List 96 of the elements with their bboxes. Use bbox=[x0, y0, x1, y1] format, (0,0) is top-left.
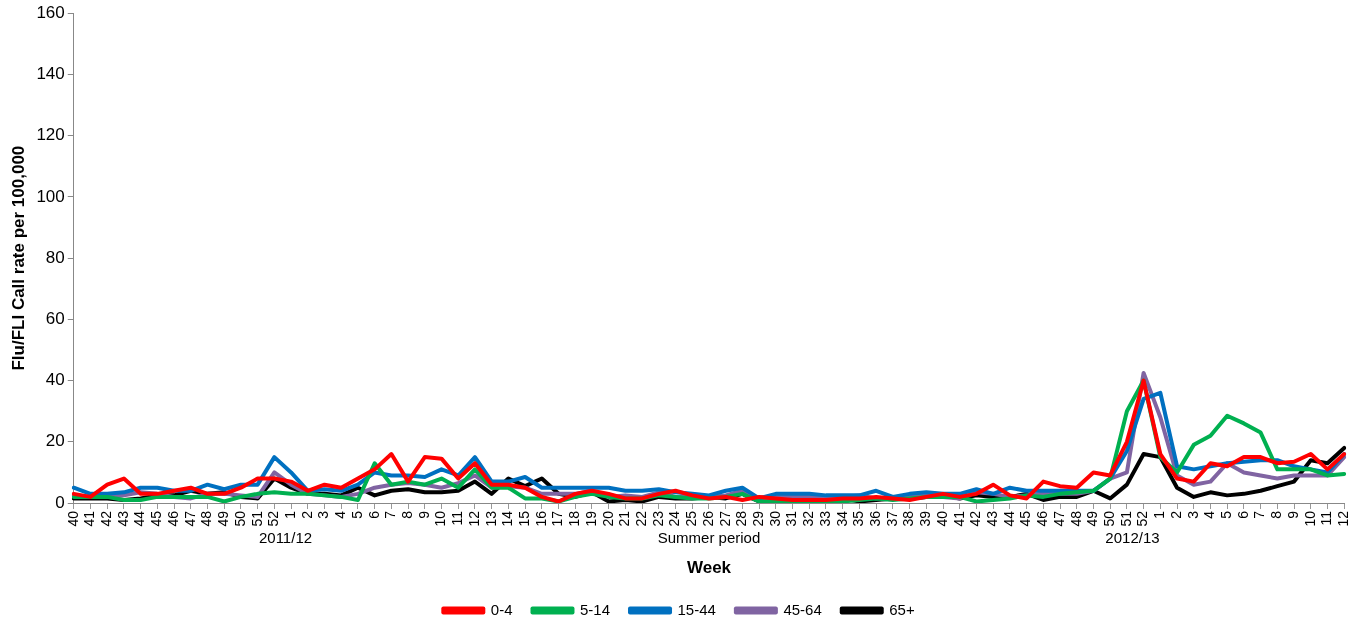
x-tick-label: 22 bbox=[632, 510, 649, 527]
x-tick-label: 48 bbox=[198, 510, 215, 527]
x-tick-label: 44 bbox=[1000, 510, 1017, 527]
y-tick-label: 140 bbox=[36, 64, 65, 84]
x-tick-label: 7 bbox=[1251, 510, 1268, 519]
x-tick-label: 36 bbox=[867, 510, 883, 527]
x-tick-label: 38 bbox=[900, 510, 917, 527]
x-tick-label: 9 bbox=[415, 510, 432, 519]
text: 2012/13 bbox=[1105, 529, 1160, 547]
x-tick-label: 2 bbox=[1167, 510, 1184, 519]
x-tick-label: 44 bbox=[131, 510, 148, 527]
y-tick-label: 20 bbox=[45, 431, 65, 451]
x-tick-label: 50 bbox=[1101, 510, 1118, 527]
x-tick-label: 29 bbox=[749, 510, 766, 527]
x-tick-label: 20 bbox=[599, 510, 616, 527]
x-tick-label: 10 bbox=[432, 510, 449, 527]
legend-label: 45-64 bbox=[783, 600, 822, 618]
x-tick-label: 50 bbox=[231, 510, 248, 527]
x-tick-label: 52 bbox=[1134, 510, 1151, 527]
x-tick-label: 15 bbox=[515, 510, 532, 527]
x-tick-label: 40 bbox=[64, 510, 81, 527]
x-tick-label: 52 bbox=[265, 510, 282, 527]
x-tick-label: 40 bbox=[933, 510, 950, 527]
x-tick-label: 12 bbox=[465, 510, 482, 527]
y-tick-label: 120 bbox=[36, 125, 65, 145]
x-tick-label: 11 bbox=[449, 510, 466, 526]
x-tick-label: 28 bbox=[733, 510, 750, 527]
x-tick-label: 3 bbox=[1184, 510, 1201, 519]
x-tick-label: 9 bbox=[1284, 510, 1301, 519]
x-tick-label: 48 bbox=[1067, 510, 1084, 527]
x-tick-label: 51 bbox=[1117, 510, 1134, 527]
x-tick-label: 4 bbox=[332, 510, 349, 519]
x-tick-label: 47 bbox=[181, 510, 198, 527]
x-tick-label: 45 bbox=[1017, 510, 1034, 527]
x-tick-label: 39 bbox=[917, 510, 934, 527]
x-tick-label: 26 bbox=[699, 510, 716, 527]
x-tick-label: 8 bbox=[1268, 510, 1285, 519]
x-tick-label: 45 bbox=[148, 510, 165, 527]
text: Summer period bbox=[657, 529, 761, 547]
x-tick-label: 33 bbox=[816, 510, 833, 527]
x-tick-label: 6 bbox=[1234, 510, 1251, 519]
x-tick-label: 30 bbox=[766, 510, 783, 527]
x-tick-label: 24 bbox=[666, 510, 683, 527]
x-tick-label: 17 bbox=[549, 510, 566, 527]
x-tick-label: 12 bbox=[1335, 510, 1352, 527]
y-tick-label: 80 bbox=[45, 247, 65, 267]
x-tick-label: 43 bbox=[114, 510, 131, 527]
legend-label: 0-4 bbox=[490, 600, 513, 618]
y-tick-label: 100 bbox=[36, 186, 65, 206]
y-tick-label: 40 bbox=[45, 370, 65, 390]
x-tick-label: 13 bbox=[482, 510, 499, 527]
x-tick-label: 8 bbox=[398, 510, 415, 519]
x-tick-label: 25 bbox=[683, 510, 700, 527]
x-tick-label: 41 bbox=[950, 510, 967, 527]
x-tick-label: 37 bbox=[883, 510, 900, 527]
x-tick-label: 46 bbox=[1034, 510, 1051, 527]
x-tick-label: 21 bbox=[616, 510, 633, 527]
x-tick-label: 46 bbox=[164, 510, 181, 527]
y-tick-label: 0 bbox=[55, 492, 65, 512]
x-tick-label: 10 bbox=[1301, 510, 1318, 527]
x-tick-label: 49 bbox=[1084, 510, 1101, 527]
legend-label: 5-14 bbox=[579, 600, 611, 618]
x-tick-label: 5 bbox=[1218, 510, 1235, 519]
text: 2011/12 bbox=[258, 529, 313, 547]
x-axis-title: Week bbox=[686, 558, 732, 578]
x-tick-label: 42 bbox=[967, 510, 984, 527]
x-tick-label: 1 bbox=[281, 510, 298, 519]
x-tick-label: 2 bbox=[298, 510, 315, 519]
x-tick-label: 47 bbox=[1050, 510, 1067, 527]
y-tick-label: 160 bbox=[36, 2, 65, 22]
y-tick-label: 60 bbox=[45, 309, 65, 329]
x-tick-label: 23 bbox=[649, 510, 666, 527]
x-tick-label: 31 bbox=[783, 510, 800, 527]
x-tick-label: 41 bbox=[81, 510, 98, 527]
x-tick-label: 5 bbox=[348, 510, 365, 519]
x-tick-label: 7 bbox=[382, 510, 399, 519]
x-tick-label: 11 bbox=[1318, 510, 1335, 526]
legend-label: 65+ bbox=[889, 600, 915, 618]
x-tick-label: 34 bbox=[833, 510, 850, 527]
x-tick-label: 49 bbox=[215, 510, 232, 527]
x-tick-label: 18 bbox=[566, 510, 583, 527]
x-tick-label: 6 bbox=[365, 510, 382, 519]
x-tick-label: 19 bbox=[582, 510, 599, 527]
x-tick-label: 42 bbox=[98, 510, 115, 527]
x-tick-label: 1 bbox=[1151, 510, 1168, 519]
x-tick-label: 43 bbox=[984, 510, 1001, 527]
x-tick-label: 35 bbox=[850, 510, 867, 527]
x-tick-label: 16 bbox=[532, 510, 549, 527]
x-tick-label: 3 bbox=[315, 510, 332, 519]
y-axis-title: Flu/FLI Call rate per 100,000 bbox=[8, 145, 28, 371]
x-tick-label: 51 bbox=[248, 510, 265, 527]
legend-label: 15-44 bbox=[677, 600, 716, 618]
x-tick-label: 14 bbox=[499, 510, 516, 527]
x-tick-label: 32 bbox=[800, 510, 817, 527]
x-tick-label: 4 bbox=[1201, 510, 1218, 519]
x-tick-label: 27 bbox=[716, 510, 733, 527]
